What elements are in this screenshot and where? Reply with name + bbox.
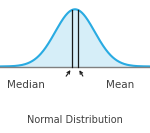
Text: Median: Median [7,80,44,90]
Text: Normal Distribution: Normal Distribution [27,115,123,125]
Text: Mean: Mean [106,80,134,90]
